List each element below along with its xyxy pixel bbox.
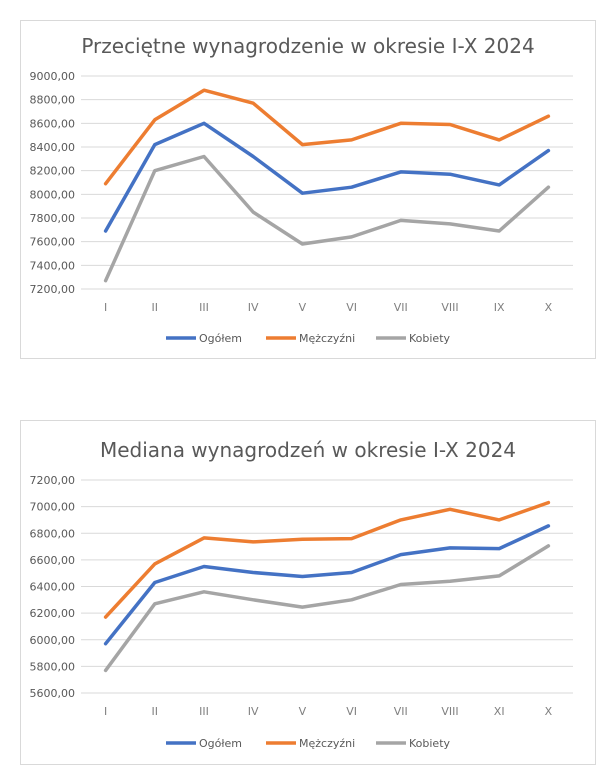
y-tick-label: 9000,00 [30,70,76,83]
x-tick-label: I [104,705,107,718]
x-tick-label: XI [494,705,505,718]
y-tick-label: 8200,00 [30,165,76,178]
x-tick-label: IX [494,301,505,314]
series-line-1 [103,524,551,646]
x-tick-label: VIII [441,301,458,314]
x-tick-label: X [545,301,553,314]
series-line-2 [103,500,551,619]
x-tick-label: IV [248,301,259,314]
legend-label: Mężczyźni [299,332,355,345]
y-tick-label: 5800,00 [30,660,76,673]
y-tick-label: 8400,00 [30,141,76,154]
legend-label: Kobiety [409,737,451,750]
y-tick-label: 7000,00 [30,501,76,514]
y-tick-label: 6400,00 [30,581,76,594]
series-line-2 [103,88,551,186]
chart-median-salary-svg: Mediana wynagrodzeń w okresie I-X 2024 7… [30,438,573,750]
x-tick-label: IV [248,705,259,718]
series-line-1 [103,121,551,233]
chart-title: Mediana wynagrodzeń w okresie I-X 2024 [100,438,516,462]
chart-average-salary-svg: Przeciętne wynagrodzenie w okresie I-X 2… [30,34,573,345]
y-tick-label: 6200,00 [30,607,76,620]
y-tick-label: 6000,00 [30,634,76,647]
y-tick-label: 8800,00 [30,94,76,107]
chart-average-salary: Przeciętne wynagrodzenie w okresie I-X 2… [20,20,596,359]
x-tick-label: II [152,301,159,314]
legend-label: Ogółem [199,332,242,345]
x-tick-label: VIII [441,705,458,718]
y-tick-label: 8000,00 [30,188,76,201]
y-tick-label: 8600,00 [30,117,76,130]
y-tick-label: 5600,00 [30,687,76,700]
x-tick-label: V [299,705,307,718]
x-tick-label: V [299,301,307,314]
y-tick-label: 7800,00 [30,212,76,225]
x-tick-label: VII [394,301,408,314]
y-tick-label: 7200,00 [30,283,76,296]
y-tick-label: 7400,00 [30,259,76,272]
chart-median-salary: Mediana wynagrodzeń w okresie I-X 2024 7… [20,420,596,765]
x-tick-label: VI [346,301,357,314]
chart-title: Przeciętne wynagrodzenie w okresie I-X 2… [81,34,534,58]
legend-label: Mężczyźni [299,737,355,750]
y-tick-label: 7600,00 [30,236,76,249]
y-tick-label: 6800,00 [30,527,76,540]
legend-label: Ogółem [199,737,242,750]
x-tick-label: VII [394,705,408,718]
x-tick-label: III [199,301,209,314]
legend-label: Kobiety [409,332,451,345]
y-tick-label: 7200,00 [30,474,76,487]
y-tick-label: 6600,00 [30,554,76,567]
x-tick-label: VI [346,705,357,718]
x-tick-label: X [545,705,553,718]
x-tick-label: III [199,705,209,718]
series-line-3 [103,544,551,673]
x-tick-label: II [152,705,159,718]
x-tick-label: I [104,301,107,314]
series-line-3 [103,154,551,283]
